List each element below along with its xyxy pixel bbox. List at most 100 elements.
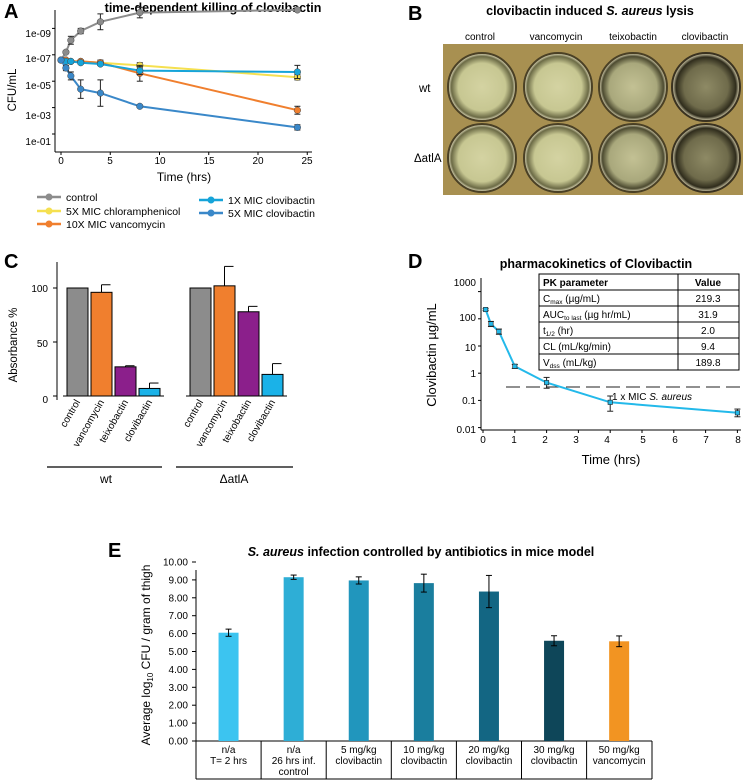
- panel-a: time-dependent killing of clovibactin 0 …: [7, 1, 321, 231]
- category-label: 26 hrs inf.: [272, 756, 316, 767]
- panel-d-xtick-label: 3: [573, 435, 579, 446]
- panel-a-ytick-label: 1e-09: [25, 29, 51, 40]
- panel-d-xtick-label: 4: [604, 435, 610, 446]
- legend-item: 1X MIC clovibactin: [199, 195, 315, 207]
- panel-d: pharmacokinetics of Clovibactin 0.01 0.1…: [424, 257, 741, 467]
- panel-d-y-label: Clovibactin µg/mL: [424, 303, 439, 407]
- mic-reference-label: 1 x MIC S. aureus: [612, 392, 692, 403]
- panel-c-ytick-label: 100: [31, 284, 48, 295]
- pk-table-header: Value: [695, 278, 722, 289]
- data-point: [77, 85, 85, 93]
- panel-d-title: pharmacokinetics of Clovibactin: [500, 257, 692, 271]
- pk-value: 219.3: [695, 294, 720, 305]
- panel-letter-a: A: [4, 1, 18, 23]
- data-point: [607, 399, 613, 405]
- legend-marker: [207, 196, 215, 204]
- data-point: [483, 307, 489, 313]
- pk-value: 189.8: [695, 358, 720, 369]
- data-point: [293, 106, 301, 114]
- panel-a-ytick-label: 1e-03: [25, 111, 51, 122]
- panel-d-ytick-label: 0.01: [457, 425, 477, 436]
- plate-column-label: vancomycin: [530, 32, 583, 43]
- well: [671, 52, 741, 122]
- panel-d-xtick-label: 8: [735, 435, 741, 446]
- data-point: [62, 48, 70, 56]
- panel-d-ytick-label: 1: [470, 369, 476, 380]
- panel-letter-c: C: [4, 251, 18, 273]
- panel-a-xtick-label: 20: [252, 156, 264, 167]
- panel-letter-b: B: [408, 3, 422, 25]
- bar: [218, 632, 239, 741]
- well-plate-photo: [443, 44, 743, 195]
- well: [671, 123, 741, 193]
- legend-marker: [45, 193, 53, 201]
- series-line-control: [60, 8, 298, 61]
- panel-e-ytick-label: 7.00: [169, 611, 189, 622]
- bar: [213, 285, 236, 397]
- pk-param: Vdss (mL/kg): [543, 358, 596, 370]
- well: [447, 123, 517, 193]
- category-label: 20 mg/kg: [468, 745, 509, 756]
- panel-e-title: S. aureus infection controlled by antibi…: [248, 545, 595, 559]
- pk-value: 31.9: [698, 310, 718, 321]
- panel-letter-d: D: [408, 251, 422, 273]
- panel-d-xtick-label: 0: [480, 435, 486, 446]
- category-label: control: [182, 398, 207, 429]
- data-point: [67, 72, 75, 80]
- panel-a-xtick-label: 10: [154, 156, 166, 167]
- panel-d-ytick-label: 100: [459, 313, 476, 324]
- plate-column-label: clovibactin: [682, 32, 729, 43]
- plate-row-label: wt: [418, 83, 431, 95]
- panel-a-legend: control 5X MIC chloramphenicol 10X MIC v…: [37, 192, 315, 231]
- panel-e-ytick-label: 1.00: [169, 719, 189, 730]
- data-point: [293, 123, 301, 131]
- panel-b: clovibactin induced S. aureus lysis cont…: [414, 4, 743, 195]
- panel-c-ytick-label: 50: [37, 339, 49, 350]
- data-point: [544, 380, 550, 386]
- panel-d-plot: [478, 291, 741, 433]
- category-label: 30 mg/kg: [533, 745, 574, 756]
- panel-a-x-label: Time (hrs): [157, 170, 211, 184]
- data-point: [67, 57, 75, 65]
- well: [598, 123, 668, 193]
- panel-a-ytick-label: 1e-07: [25, 54, 51, 65]
- panel-d-xtick-label: 7: [703, 435, 709, 446]
- pk-param: t1/2 (hr): [543, 326, 573, 338]
- data-point: [57, 56, 65, 64]
- well: [447, 52, 517, 122]
- category-label: clovibactin: [531, 756, 578, 767]
- panel-d-ytick-label: 10: [465, 343, 477, 354]
- bar: [544, 640, 565, 741]
- panel-d-ytick-label: 1000: [454, 278, 477, 289]
- category-label: clovibactin: [335, 756, 382, 767]
- panel-e-ytick-label: 3.00: [169, 683, 189, 694]
- panel-c-group-label: ΔatlA: [220, 472, 249, 486]
- panel-letter-e: E: [108, 540, 121, 562]
- legend-label: 5X MIC chloramphenicol: [66, 206, 180, 218]
- data-point: [136, 102, 144, 110]
- panel-e-ytick-label: 2.00: [169, 701, 189, 712]
- bar: [66, 287, 89, 397]
- data-point: [62, 64, 70, 72]
- panel-b-title: clovibactin induced S. aureus lysis: [486, 4, 694, 18]
- data-point: [96, 89, 104, 97]
- panel-c-ytick-label: 0: [42, 395, 48, 406]
- pk-table: PK parameter Value Cmax (µg/mL) 219.3 AU…: [538, 273, 740, 371]
- panel-e-plot: 0.00 1.00 2.00 3.00 4.00 5.00 6.00 7.00 8.00 9.00…: [163, 558, 653, 779]
- legend-item: 5X MIC clovibactin: [199, 208, 315, 220]
- legend-marker: [45, 220, 53, 228]
- well: [523, 123, 593, 193]
- category-label: vancomycin: [593, 756, 646, 767]
- legend-label: control: [66, 192, 98, 204]
- data-point: [293, 6, 301, 14]
- legend-label: 1X MIC clovibactin: [228, 195, 315, 207]
- panel-c-y-label: Absorbance %: [8, 308, 20, 383]
- panel-e-ytick-label: 9.00: [169, 575, 189, 586]
- legend-item: control: [37, 192, 98, 204]
- pk-param: AUCto last (µg hr/mL): [543, 310, 631, 322]
- panel-e-ytick-label: 0.00: [169, 737, 189, 748]
- category-label: control: [59, 398, 84, 429]
- panel-d-xtick-label: 6: [672, 435, 678, 446]
- panel-e-ytick-label: 8.00: [169, 593, 189, 604]
